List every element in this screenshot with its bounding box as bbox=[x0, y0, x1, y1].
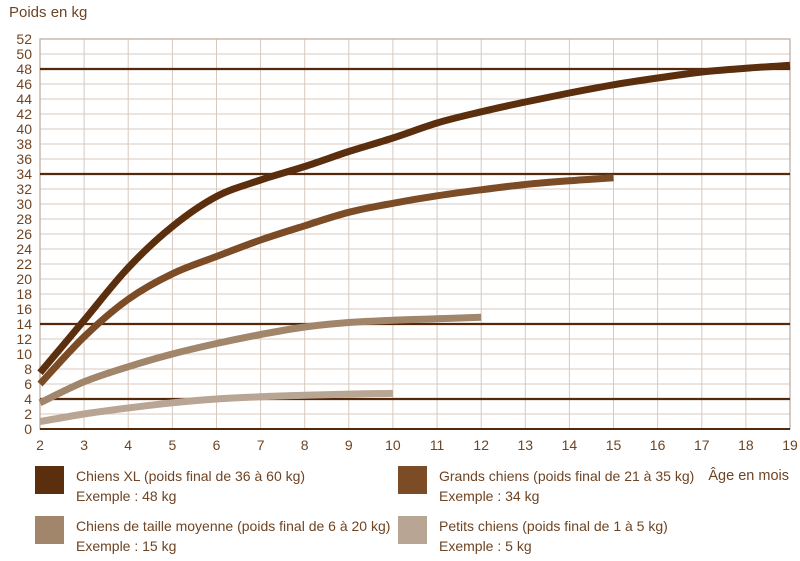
y-tick-label: 50 bbox=[16, 46, 32, 62]
y-tick-label: 12 bbox=[16, 331, 32, 347]
x-tick-label: 15 bbox=[606, 437, 622, 453]
legend-item-grands-chiens: Grands chiens (poids final de 21 à 35 kg… bbox=[398, 466, 694, 506]
y-tick-label: 4 bbox=[24, 391, 32, 407]
y-tick-label: 22 bbox=[16, 256, 32, 272]
x-tick-label: 19 bbox=[782, 437, 798, 453]
y-tick-label: 14 bbox=[16, 316, 32, 332]
legend-label: Petits chiens (poids final de 1 à 5 kg) bbox=[439, 518, 668, 534]
x-tick-label: 8 bbox=[301, 437, 309, 453]
x-tick-label: 18 bbox=[738, 437, 754, 453]
y-tick-label: 26 bbox=[16, 226, 32, 242]
x-tick-label: 11 bbox=[430, 437, 445, 453]
y-tick-label: 0 bbox=[24, 421, 32, 437]
x-tick-label: 5 bbox=[169, 437, 177, 453]
legend-label: Chiens de taille moyenne (poids final de… bbox=[76, 518, 391, 534]
x-tick-label: 12 bbox=[473, 437, 489, 453]
y-tick-label: 8 bbox=[24, 361, 32, 377]
y-tick-label: 24 bbox=[16, 241, 32, 257]
growth-line-chart: 0246810121416182022242628303234363840424… bbox=[16, 31, 798, 453]
y-axis-title: Poids en kg bbox=[9, 4, 88, 21]
x-axis-title: Âge en mois bbox=[708, 468, 789, 484]
y-tick-label: 36 bbox=[16, 151, 32, 167]
y-tick-label: 44 bbox=[16, 91, 32, 107]
legend-item-chiens-xl: Chiens XL (poids final de 36 à 60 kg) Ex… bbox=[35, 466, 305, 506]
legend-label: Grands chiens (poids final de 21 à 35 kg… bbox=[439, 468, 695, 484]
legend-swatch-chiens-xl bbox=[35, 466, 64, 494]
legend-swatch-petits-chiens bbox=[398, 516, 427, 544]
y-tick-label: 38 bbox=[16, 136, 32, 152]
y-tick-label: 42 bbox=[16, 106, 32, 122]
legend-label: Chiens XL (poids final de 36 à 60 kg) bbox=[76, 468, 306, 484]
curve-chiens-xl bbox=[37, 61, 791, 376]
y-tick-label: 28 bbox=[16, 211, 32, 227]
y-tick-label: 16 bbox=[16, 301, 32, 317]
legend-item-petits-chiens: Petits chiens (poids final de 1 à 5 kg) … bbox=[398, 516, 668, 556]
y-tick-label: 48 bbox=[16, 61, 32, 77]
legend-example: Exemple : 34 kg bbox=[439, 488, 540, 504]
x-tick-label: 7 bbox=[257, 437, 265, 453]
y-tick-label: 18 bbox=[16, 286, 32, 302]
y-tick-label: 2 bbox=[24, 406, 32, 422]
y-tick-label: 10 bbox=[16, 346, 32, 362]
y-tick-label: 32 bbox=[16, 181, 32, 197]
x-tick-label: 14 bbox=[562, 437, 578, 453]
x-tick-label: 4 bbox=[124, 437, 132, 453]
y-tick-label: 40 bbox=[16, 121, 32, 137]
y-tick-label: 34 bbox=[16, 166, 32, 182]
y-tick-label: 20 bbox=[16, 271, 32, 287]
legend-item-chiens-moyens: Chiens de taille moyenne (poids final de… bbox=[35, 516, 390, 556]
curve-chiens-de-taille-moyenne bbox=[38, 313, 482, 406]
legend-swatch-grands-chiens bbox=[398, 466, 427, 494]
y-tick-label: 6 bbox=[24, 376, 32, 392]
y-tick-label: 30 bbox=[16, 196, 32, 212]
curve-petits-chiens bbox=[39, 389, 393, 425]
x-tick-label: 16 bbox=[650, 437, 666, 453]
legend: Chiens XL (poids final de 36 à 60 kg) Ex… bbox=[0, 462, 800, 561]
x-tick-label: 6 bbox=[213, 437, 221, 453]
legend-example: Exemple : 15 kg bbox=[76, 538, 177, 554]
legend-example: Exemple : 5 kg bbox=[439, 538, 532, 554]
legend-example: Exemple : 48 kg bbox=[76, 488, 177, 504]
x-tick-label: 10 bbox=[385, 437, 401, 453]
x-tick-label: 2 bbox=[36, 437, 44, 453]
y-tick-label: 46 bbox=[16, 76, 32, 92]
x-tick-label: 9 bbox=[345, 437, 353, 453]
x-tick-label: 13 bbox=[518, 437, 534, 453]
x-tick-label: 17 bbox=[694, 437, 710, 453]
curve-grands-chiens bbox=[37, 174, 614, 387]
y-tick-label: 52 bbox=[16, 31, 32, 47]
x-tick-label: 3 bbox=[80, 437, 88, 453]
legend-swatch-chiens-moyens bbox=[35, 516, 64, 544]
